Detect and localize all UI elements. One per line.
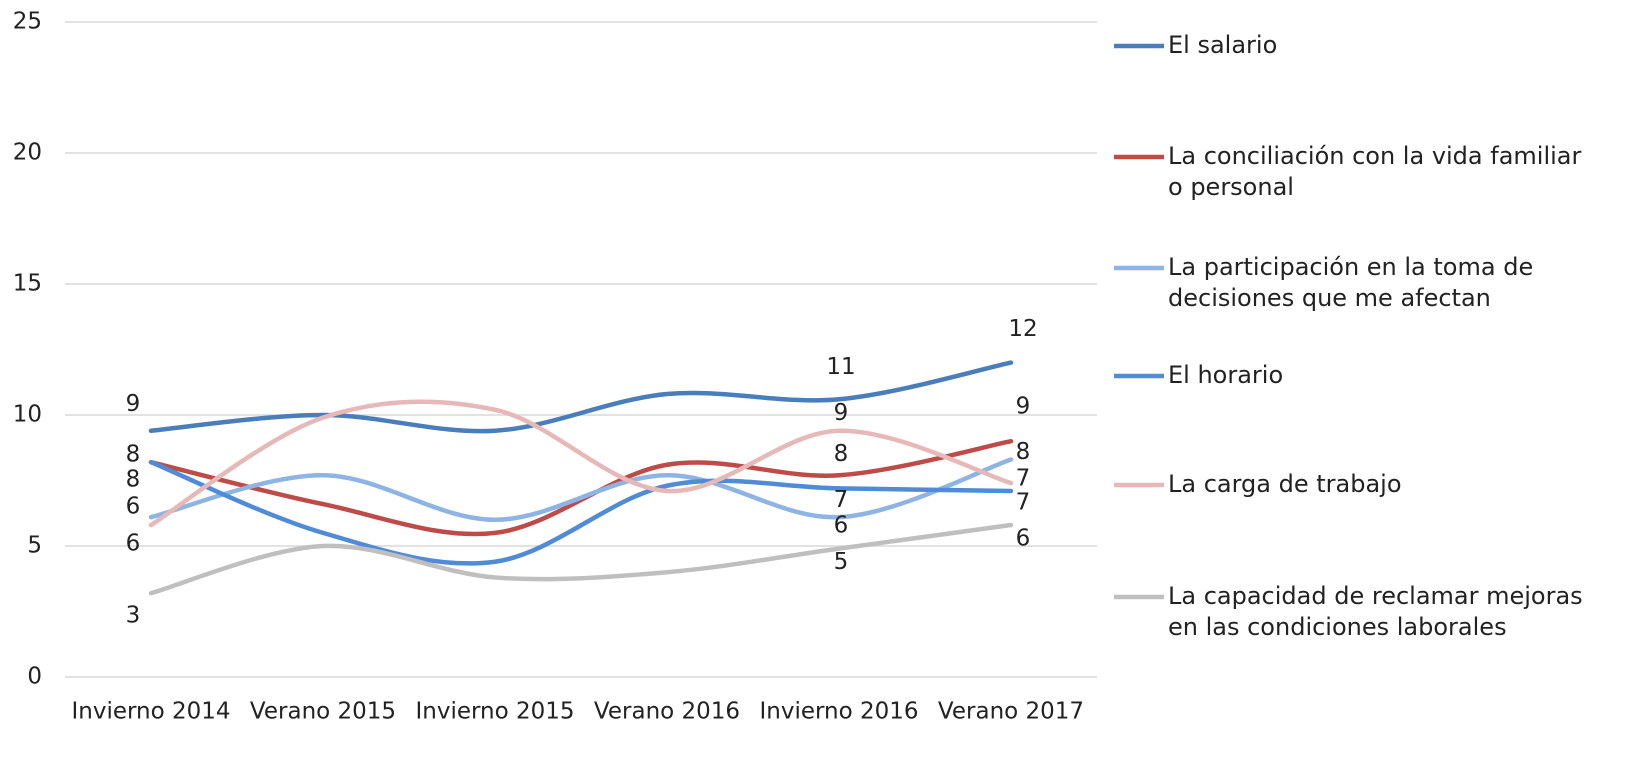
- x-tick-label: Verano 2015: [250, 699, 396, 725]
- data-label: 3: [126, 603, 141, 629]
- data-label: 7: [1016, 489, 1031, 515]
- data-label: 8: [126, 467, 141, 493]
- x-tick-label: Invierno 2016: [759, 699, 918, 725]
- data-label: 12: [1008, 316, 1037, 342]
- data-label: 8: [1016, 439, 1031, 465]
- y-tick-label: 0: [27, 664, 42, 690]
- data-label: 8: [126, 442, 141, 468]
- series-line: [148, 522, 1014, 596]
- y-tick-label: 10: [13, 402, 42, 428]
- data-label: 6: [834, 513, 849, 539]
- y-tick-label: 15: [13, 271, 42, 297]
- data-label: 6: [126, 531, 141, 557]
- legend-label: El horario: [1168, 361, 1284, 389]
- series-line: [148, 459, 1014, 566]
- data-label: 6: [126, 494, 141, 520]
- legend-label: La participación en la toma de decisione…: [1168, 253, 1534, 312]
- x-tick-label: Verano 2016: [594, 699, 740, 725]
- series-line: [148, 457, 1014, 523]
- legend-label: El salario: [1168, 31, 1278, 59]
- data-label: 8: [834, 441, 849, 467]
- series-line: [148, 360, 1014, 434]
- y-tick-label: 5: [27, 533, 42, 559]
- y-tick-label: 20: [13, 140, 42, 166]
- legend-label: La capacidad de reclamar mejoras en las …: [1168, 582, 1583, 641]
- x-tick-label: Verano 2017: [938, 699, 1084, 725]
- x-tick-label: Invierno 2014: [71, 699, 230, 725]
- data-label: 9: [126, 391, 141, 417]
- data-label: 6: [1016, 526, 1031, 552]
- data-label: 7: [1016, 466, 1031, 492]
- y-tick-label: 25: [13, 9, 42, 35]
- legend-label: La conciliación con la vida familiar o p…: [1168, 142, 1582, 201]
- data-label: 9: [1016, 394, 1031, 420]
- x-tick-label: Invierno 2015: [415, 699, 574, 725]
- data-label: 9: [834, 400, 849, 426]
- data-label: 7: [834, 487, 849, 513]
- legend-label: La carga de trabajo: [1168, 470, 1402, 498]
- data-label: 11: [826, 354, 855, 380]
- data-label: 5: [834, 549, 849, 575]
- series-line: [148, 399, 1014, 528]
